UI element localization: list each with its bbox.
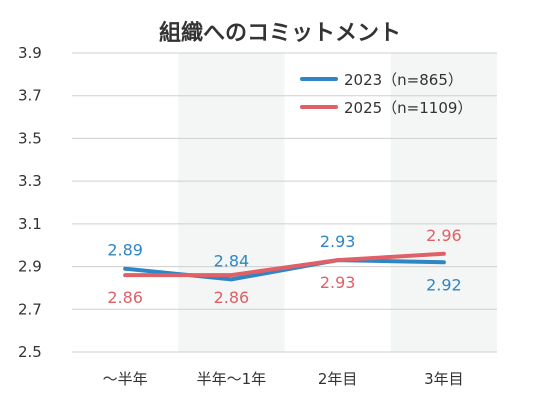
y-tick-label: 2.9	[18, 258, 42, 276]
data-label: 2.86	[214, 288, 250, 307]
data-label: 2.92	[426, 275, 462, 294]
data-label: 2.86	[107, 288, 143, 307]
alternating-bands	[178, 53, 497, 352]
legend: 2023（n=865） 2025（n=1109）	[300, 71, 472, 117]
y-tick-label: 3.3	[18, 172, 42, 190]
category-band-2	[178, 53, 285, 352]
data-label: 2.93	[320, 273, 356, 292]
y-tick-label: 3.5	[18, 129, 42, 147]
x-tick-label: 2年目	[318, 370, 358, 388]
x-tick-label: 〜半年	[103, 370, 148, 388]
y-tick-label: 2.5	[18, 343, 42, 361]
category-band-4	[390, 53, 497, 352]
y-tick-label: 3.9	[18, 44, 42, 62]
chart-title: 組織へのコミットメント	[159, 20, 401, 46]
y-axis-ticks: 3.9 3.7 3.5 3.3 3.1 2.9 2.7 2.5	[18, 44, 42, 361]
data-label: 2.93	[320, 232, 356, 251]
x-tick-label: 半年〜1年	[197, 370, 267, 388]
grid-lines	[72, 52, 497, 353]
legend-label: 2023（n=865）	[344, 71, 463, 89]
x-tick-label: 3年目	[424, 370, 464, 388]
y-tick-label: 3.7	[18, 87, 42, 105]
legend-label: 2025（n=1109）	[344, 99, 472, 117]
data-label: 2.84	[214, 251, 250, 270]
data-label: 2.89	[107, 241, 143, 260]
series-line-2	[123, 251, 446, 278]
y-tick-label: 2.7	[18, 300, 42, 318]
x-axis-ticks: 〜半年 半年〜1年 2年目 3年目	[103, 370, 464, 388]
data-labels: 2.89 2.84 2.93 2.92 2.86 2.86 2.93 2.96	[107, 226, 461, 307]
data-label: 2.96	[426, 226, 462, 245]
y-tick-label: 3.1	[18, 215, 42, 233]
series-lines	[123, 251, 446, 282]
